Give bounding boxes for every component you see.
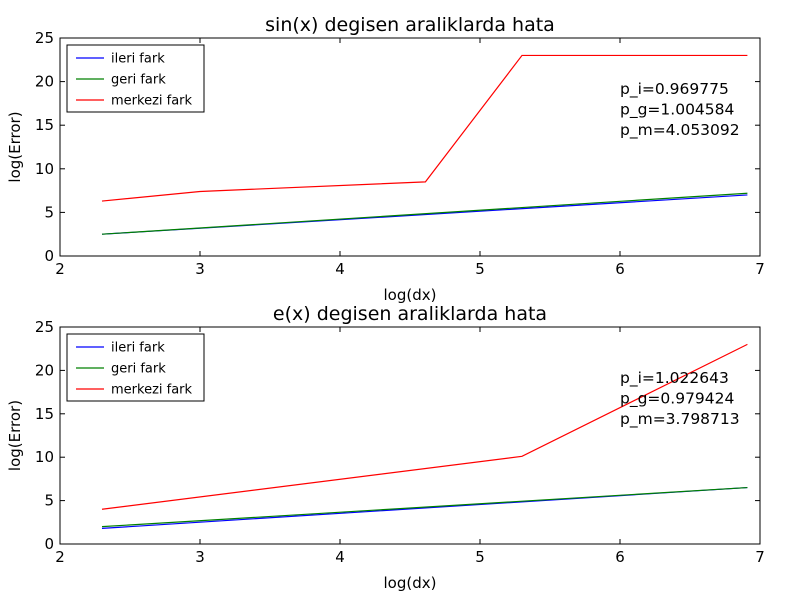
annotation-text: p_g=1.004584 bbox=[620, 101, 734, 120]
x-tick-label: 5 bbox=[475, 548, 485, 566]
y-tick-label: 10 bbox=[35, 160, 54, 178]
chart-panel-1: 2 3 4 5 6 7 0 5 10 15 20 25 sin(x) degisen araliklar… bbox=[6, 14, 765, 304]
legend-label: ileri fark bbox=[111, 341, 165, 356]
legend-label: merkezi fark bbox=[111, 94, 193, 109]
y-tick-label: 25 bbox=[35, 318, 54, 336]
annotation-text: p_m=3.798713 bbox=[620, 410, 740, 429]
x-axis-label: log(dx) bbox=[384, 574, 437, 592]
y-tick-label: 20 bbox=[35, 361, 54, 379]
legend-label: geri fark bbox=[111, 362, 166, 377]
annotation-text: p_m=4.053092 bbox=[620, 121, 740, 140]
y-tick-label: 15 bbox=[35, 405, 54, 423]
annotation-text: p_i=1.022643 bbox=[620, 369, 729, 388]
x-tick-label: 2 bbox=[55, 548, 65, 566]
legend-label: geri fark bbox=[111, 73, 166, 88]
x-tick-label: 5 bbox=[475, 260, 485, 278]
y-tick-label: 20 bbox=[35, 73, 54, 91]
legend-label: ileri fark bbox=[111, 52, 165, 67]
x-tick-label: 4 bbox=[335, 548, 345, 566]
annotation-text: p_g=0.979424 bbox=[620, 390, 734, 409]
y-tick-label: 25 bbox=[35, 29, 54, 47]
chart-title: e(x) degisen araliklarda hata bbox=[273, 303, 547, 325]
legend-label: merkezi fark bbox=[111, 383, 193, 398]
chart-title: sin(x) degisen araliklarda hata bbox=[265, 14, 555, 36]
series-line-merkezi-fark bbox=[101, 54, 748, 202]
x-tick-label: 7 bbox=[755, 260, 765, 278]
plot-frame bbox=[59, 326, 761, 545]
y-tick-label: 5 bbox=[44, 492, 54, 510]
x-tick-label: 6 bbox=[615, 260, 625, 278]
x-axis-label: log(dx) bbox=[384, 286, 437, 304]
y-tick-label: 5 bbox=[44, 203, 54, 221]
x-tick-label: 6 bbox=[615, 548, 625, 566]
x-tick-label: 2 bbox=[55, 260, 65, 278]
series-line-geri-fark bbox=[101, 192, 748, 235]
plot-frame bbox=[59, 37, 761, 257]
x-tick-label: 4 bbox=[335, 260, 345, 278]
y-tick-label: 15 bbox=[35, 116, 54, 134]
y-tick-label: 0 bbox=[44, 535, 54, 553]
x-tick-label: 3 bbox=[195, 548, 205, 566]
series-line-merkezi-fark bbox=[101, 343, 748, 510]
x-tick-label: 7 bbox=[755, 548, 765, 566]
y-axis-label: log(Error) bbox=[6, 111, 24, 182]
y-axis-label: log(Error) bbox=[6, 400, 24, 471]
series-line-geri-fark bbox=[101, 486, 748, 528]
annotation-text: p_i=0.969775 bbox=[620, 80, 729, 99]
y-tick-label: 10 bbox=[35, 448, 54, 466]
x-tick-label: 3 bbox=[195, 260, 205, 278]
chart-panel-2: 2 3 4 5 6 7 0 5 10 15 20 25 e(x) degisen araliklarda… bbox=[6, 303, 765, 592]
y-tick-label: 0 bbox=[44, 247, 54, 265]
